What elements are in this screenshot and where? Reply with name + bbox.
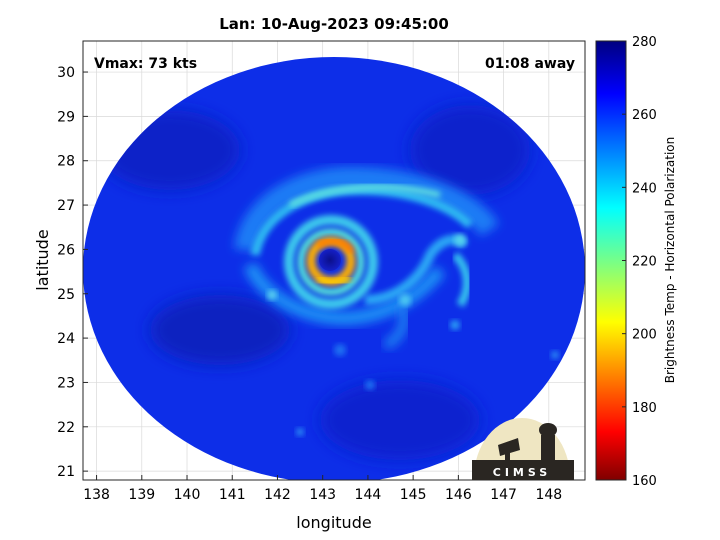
colorbar-tick-label: 200 [632,328,657,343]
cold-region [320,380,480,460]
chart-title: Lan: 10-Aug-2023 09:45:00 [219,15,449,33]
colorbar [595,40,627,481]
logo-dish [498,438,520,456]
x-tick-label: 146 [445,487,472,503]
convective-cell [450,320,460,330]
axes-frame [82,40,586,481]
y-tick-label: 24 [57,331,75,347]
colorbar-tick-label: 220 [632,255,657,270]
x-axis-label: longitude [296,513,371,532]
x-tick-label: 144 [355,487,382,503]
x-tick-label: 148 [535,487,562,503]
convective-cell [365,380,375,390]
colorbar-tick-label: 280 [632,35,657,50]
inner-ring [297,228,365,296]
cold-region [410,105,530,195]
rainband [234,166,500,252]
colorbar-tick-label: 180 [632,401,657,416]
logo-dish-mount [505,450,510,462]
convective-cell [551,351,559,359]
y-tick-label: 23 [57,375,75,391]
swath-image [83,57,585,480]
y-tick-label: 22 [57,420,75,436]
y-tick-label: 21 [57,464,75,480]
vmax-annotation: Vmax: 73 kts [94,56,197,72]
x-tick-label: 141 [219,487,246,503]
x-tick-label: 140 [174,487,201,503]
convective-cell [267,290,277,300]
y-tick-label: 26 [57,242,75,258]
x-tick-label: 138 [83,487,110,503]
time-away-annotation: 01:08 away [485,56,575,72]
colorbar-tick-label: 160 [632,474,657,489]
rainband [288,184,441,208]
logo-text: CIMSS [493,466,551,479]
rainband [451,252,471,308]
inner-ring [284,215,378,309]
x-ticks: 138 139 140 141 142 143 144 145 146 147 148 [83,475,562,503]
y-tick-label: 29 [57,109,75,125]
y-tick-label: 27 [57,198,75,214]
colorbar-tick-label: 260 [632,108,657,123]
colorbar-tick-label: 240 [632,181,657,196]
x-tick-label: 139 [128,487,155,503]
convective-cell [454,234,466,246]
eyewall-peak [316,275,352,286]
cimss-logo: CIMSS [472,418,574,480]
y-tick-label: 25 [57,287,75,303]
convective-cell [399,294,411,306]
logo-building [472,460,574,480]
rainband [364,234,469,305]
x-tick-label: 143 [309,487,336,503]
convective-cell [296,428,304,436]
logo-tank [539,423,557,437]
rainband [382,302,409,350]
cold-region [150,295,290,365]
y-tick-label: 30 [57,65,75,81]
colorbar-ticks: 160 180 200 220 240 260 280 [622,35,657,489]
y-tick-label: 28 [57,154,75,170]
eyewall-peak [316,238,355,254]
convective-cell [334,344,346,356]
logo-tower [541,435,555,460]
y-ticks: 21 22 23 24 25 26 27 28 29 30 [57,65,88,480]
x-tick-label: 147 [490,487,517,503]
x-tick-label: 142 [264,487,291,503]
colorbar-label: Brightness Temp - Horizontal Polarizatio… [663,137,677,384]
y-axis-label: latitude [33,229,52,290]
x-tick-label: 145 [400,487,427,503]
eye [319,249,341,271]
